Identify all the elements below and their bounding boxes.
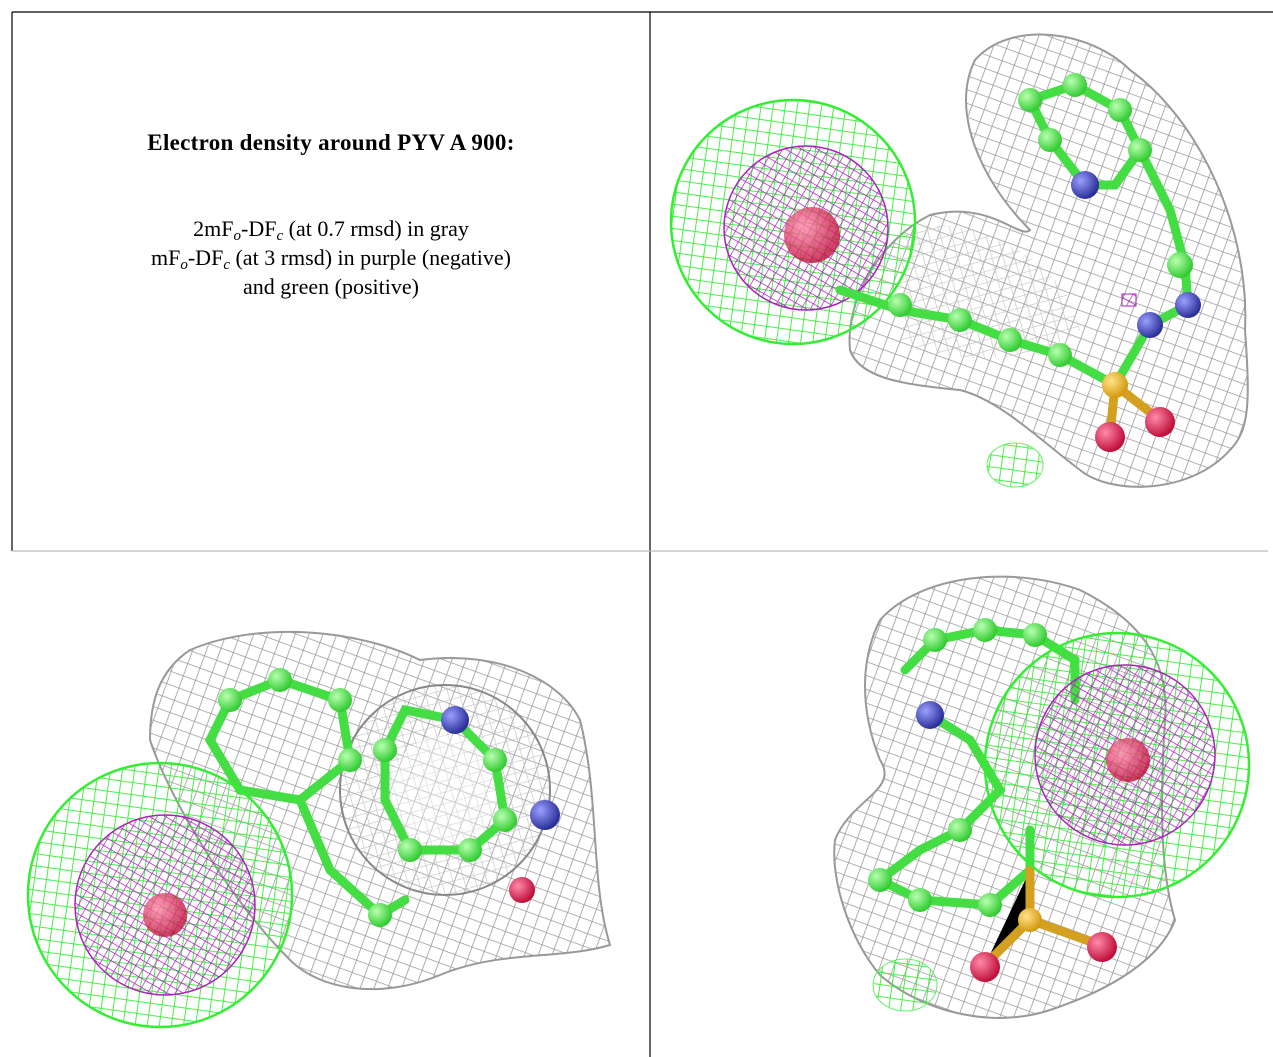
density-view-3	[833, 575, 1251, 1019]
atom	[1018, 908, 1042, 932]
atom	[268, 668, 292, 692]
text-run: -DF	[187, 245, 224, 270]
atom	[1071, 171, 1099, 199]
gray-mesh	[900, 224, 1080, 359]
atom	[948, 818, 972, 842]
caption-lines: 2mFo-DFc (at 0.7 rmsd) in gray mFo-DFc (a…	[14, 214, 648, 301]
atom	[218, 688, 242, 712]
atom	[1087, 932, 1117, 962]
subscript: c	[276, 228, 284, 244]
atom	[1048, 343, 1072, 367]
atom	[458, 838, 482, 862]
atom	[1023, 623, 1047, 647]
atom	[868, 868, 892, 892]
atom	[1063, 73, 1087, 97]
caption-title: Electron density around PYV A 900:	[147, 130, 515, 155]
subscript: o	[233, 228, 242, 244]
atom	[888, 293, 912, 317]
green-mesh	[986, 442, 1044, 488]
atom	[784, 207, 840, 263]
atom	[338, 748, 362, 772]
ring-core	[390, 735, 500, 845]
atom	[143, 893, 187, 937]
atoms	[218, 668, 517, 927]
text-run: 2mF	[193, 216, 234, 241]
atom	[1038, 128, 1062, 152]
caption-line: and green (positive)	[14, 272, 648, 301]
atom	[1106, 738, 1150, 782]
caption: Electron density around PYV A 900: 2mFo-…	[14, 130, 648, 301]
text-run: (at 3 rmsd) in purple (negative)	[229, 245, 511, 270]
atom	[509, 877, 535, 903]
atom	[1137, 312, 1163, 338]
atom	[978, 893, 1002, 917]
atom	[1175, 292, 1201, 318]
atom	[916, 701, 944, 729]
atom	[1145, 407, 1175, 437]
atom	[1095, 422, 1125, 452]
atom	[1167, 252, 1193, 278]
atom	[530, 800, 560, 830]
atom	[1018, 88, 1042, 112]
atom	[1102, 372, 1128, 398]
purple-mesh	[1121, 293, 1137, 307]
atom	[998, 328, 1022, 352]
atom	[1108, 98, 1132, 122]
atom	[493, 808, 517, 832]
atom	[970, 952, 1000, 982]
atom	[908, 888, 932, 912]
atom	[973, 618, 997, 642]
subscript: o	[180, 257, 188, 273]
atom	[368, 903, 392, 927]
table-rules	[11, 11, 1273, 1057]
green-mesh	[872, 958, 938, 1012]
atom	[398, 838, 422, 862]
text-run: (at 0.7 rmsd) in gray	[283, 216, 469, 241]
text-run: -DF	[241, 216, 277, 241]
atom	[948, 308, 972, 332]
text-run: mF	[151, 245, 181, 270]
caption-line: 2mFo-DFc (at 0.7 rmsd) in gray	[14, 214, 648, 244]
atom	[923, 628, 947, 652]
atoms	[868, 618, 1117, 982]
atom	[328, 688, 352, 712]
subscript: c	[223, 257, 230, 273]
atom	[441, 706, 469, 734]
text-run: and green (positive)	[243, 274, 419, 299]
density-view-2	[26, 630, 612, 1029]
atom	[483, 748, 507, 772]
atom	[373, 738, 397, 762]
density-view-1	[669, 33, 1249, 488]
caption-line: mFo-DFc (at 3 rmsd) in purple (negative)	[14, 243, 648, 273]
atom	[1128, 138, 1152, 162]
atoms	[888, 73, 1201, 452]
